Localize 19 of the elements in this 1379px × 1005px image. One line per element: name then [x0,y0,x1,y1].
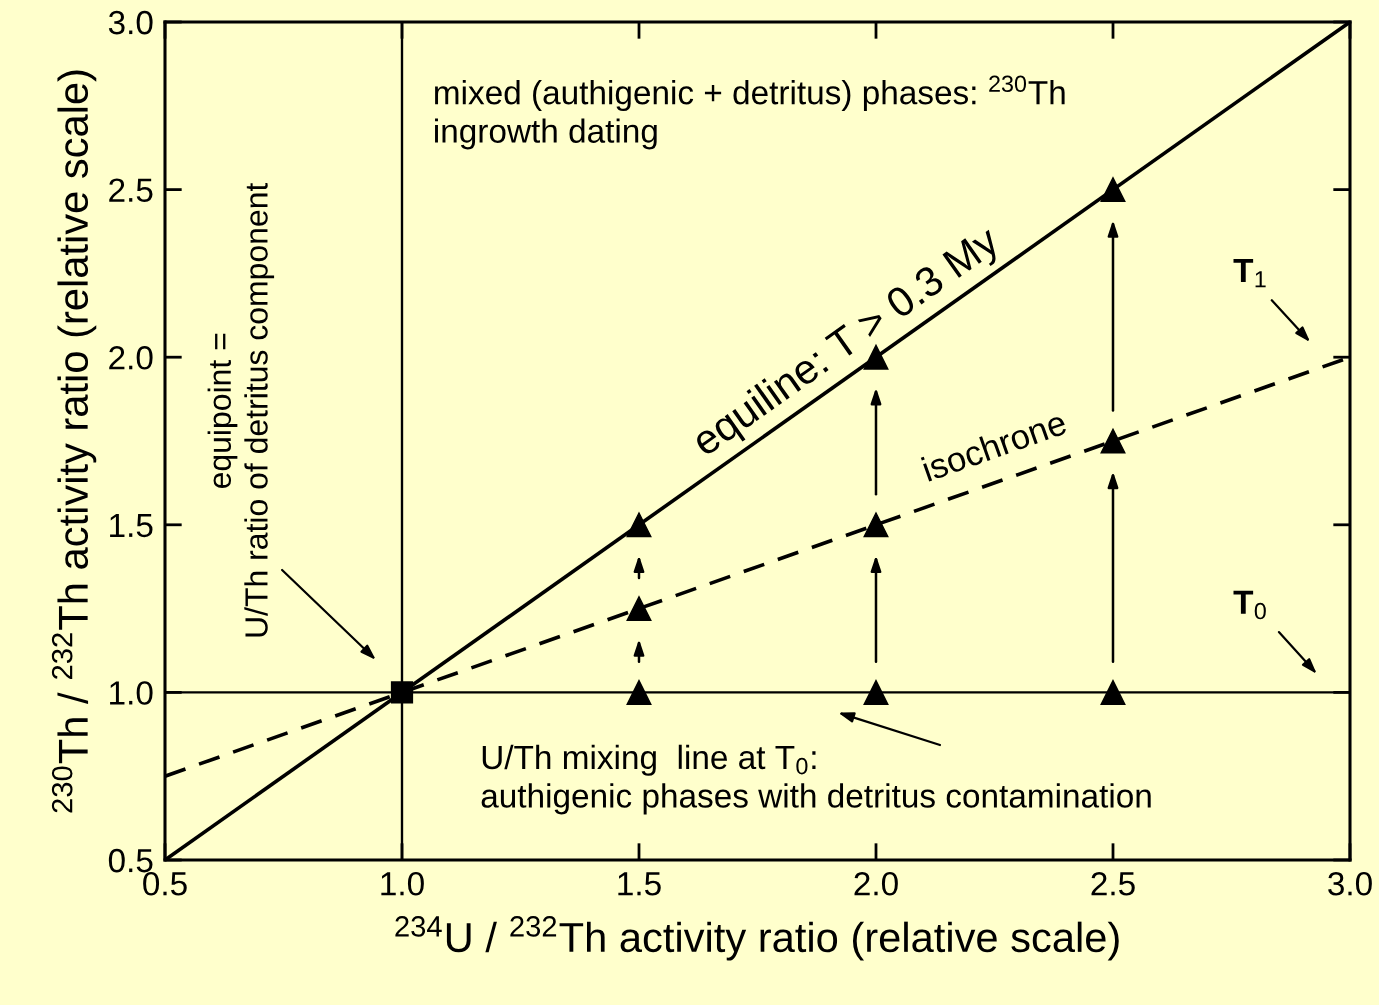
x-tick-label: 2.5 [1091,871,1135,896]
x-tick-label: 1.5 [618,872,661,896]
x-axis-title: $^{234}$U / $^{232}$Th activity ratio (relative scale) [395,916,1119,961]
annotation: T$_{0}$ [1233,590,1266,620]
text: mixed (authigenic + detritus) phases: $^{230}$Th ingrowth dating [435,75,1065,150]
x-tick-label: 2.0 [854,871,898,896]
y-axis-title: $^{230}$Th / $^{232}$Th activity ratio (relative scale) [51,70,97,813]
y-tick-label: 2.0 [109,346,153,370]
annotation: equipoint = U/Th ratio of detritus component [207,182,275,637]
y-tick-label: 0.5 [108,848,153,873]
x-tick-label: 0.5 [143,871,187,896]
y-tick-label: 1.5 [110,513,153,538]
annotation: U/Th mixing line at T$_{0}$: authigenic phases with detritus contamination [481,744,1151,815]
x-tick-label: 1.0 [381,871,424,896]
y-tick-label: 1.0 [110,681,153,705]
y-tick-label: 3.0 [108,10,153,35]
y-tick-label: 2.5 [109,178,153,203]
x-tick-label: 3.0 [1328,871,1372,896]
annotation: T$_{1}$ [1233,259,1266,288]
